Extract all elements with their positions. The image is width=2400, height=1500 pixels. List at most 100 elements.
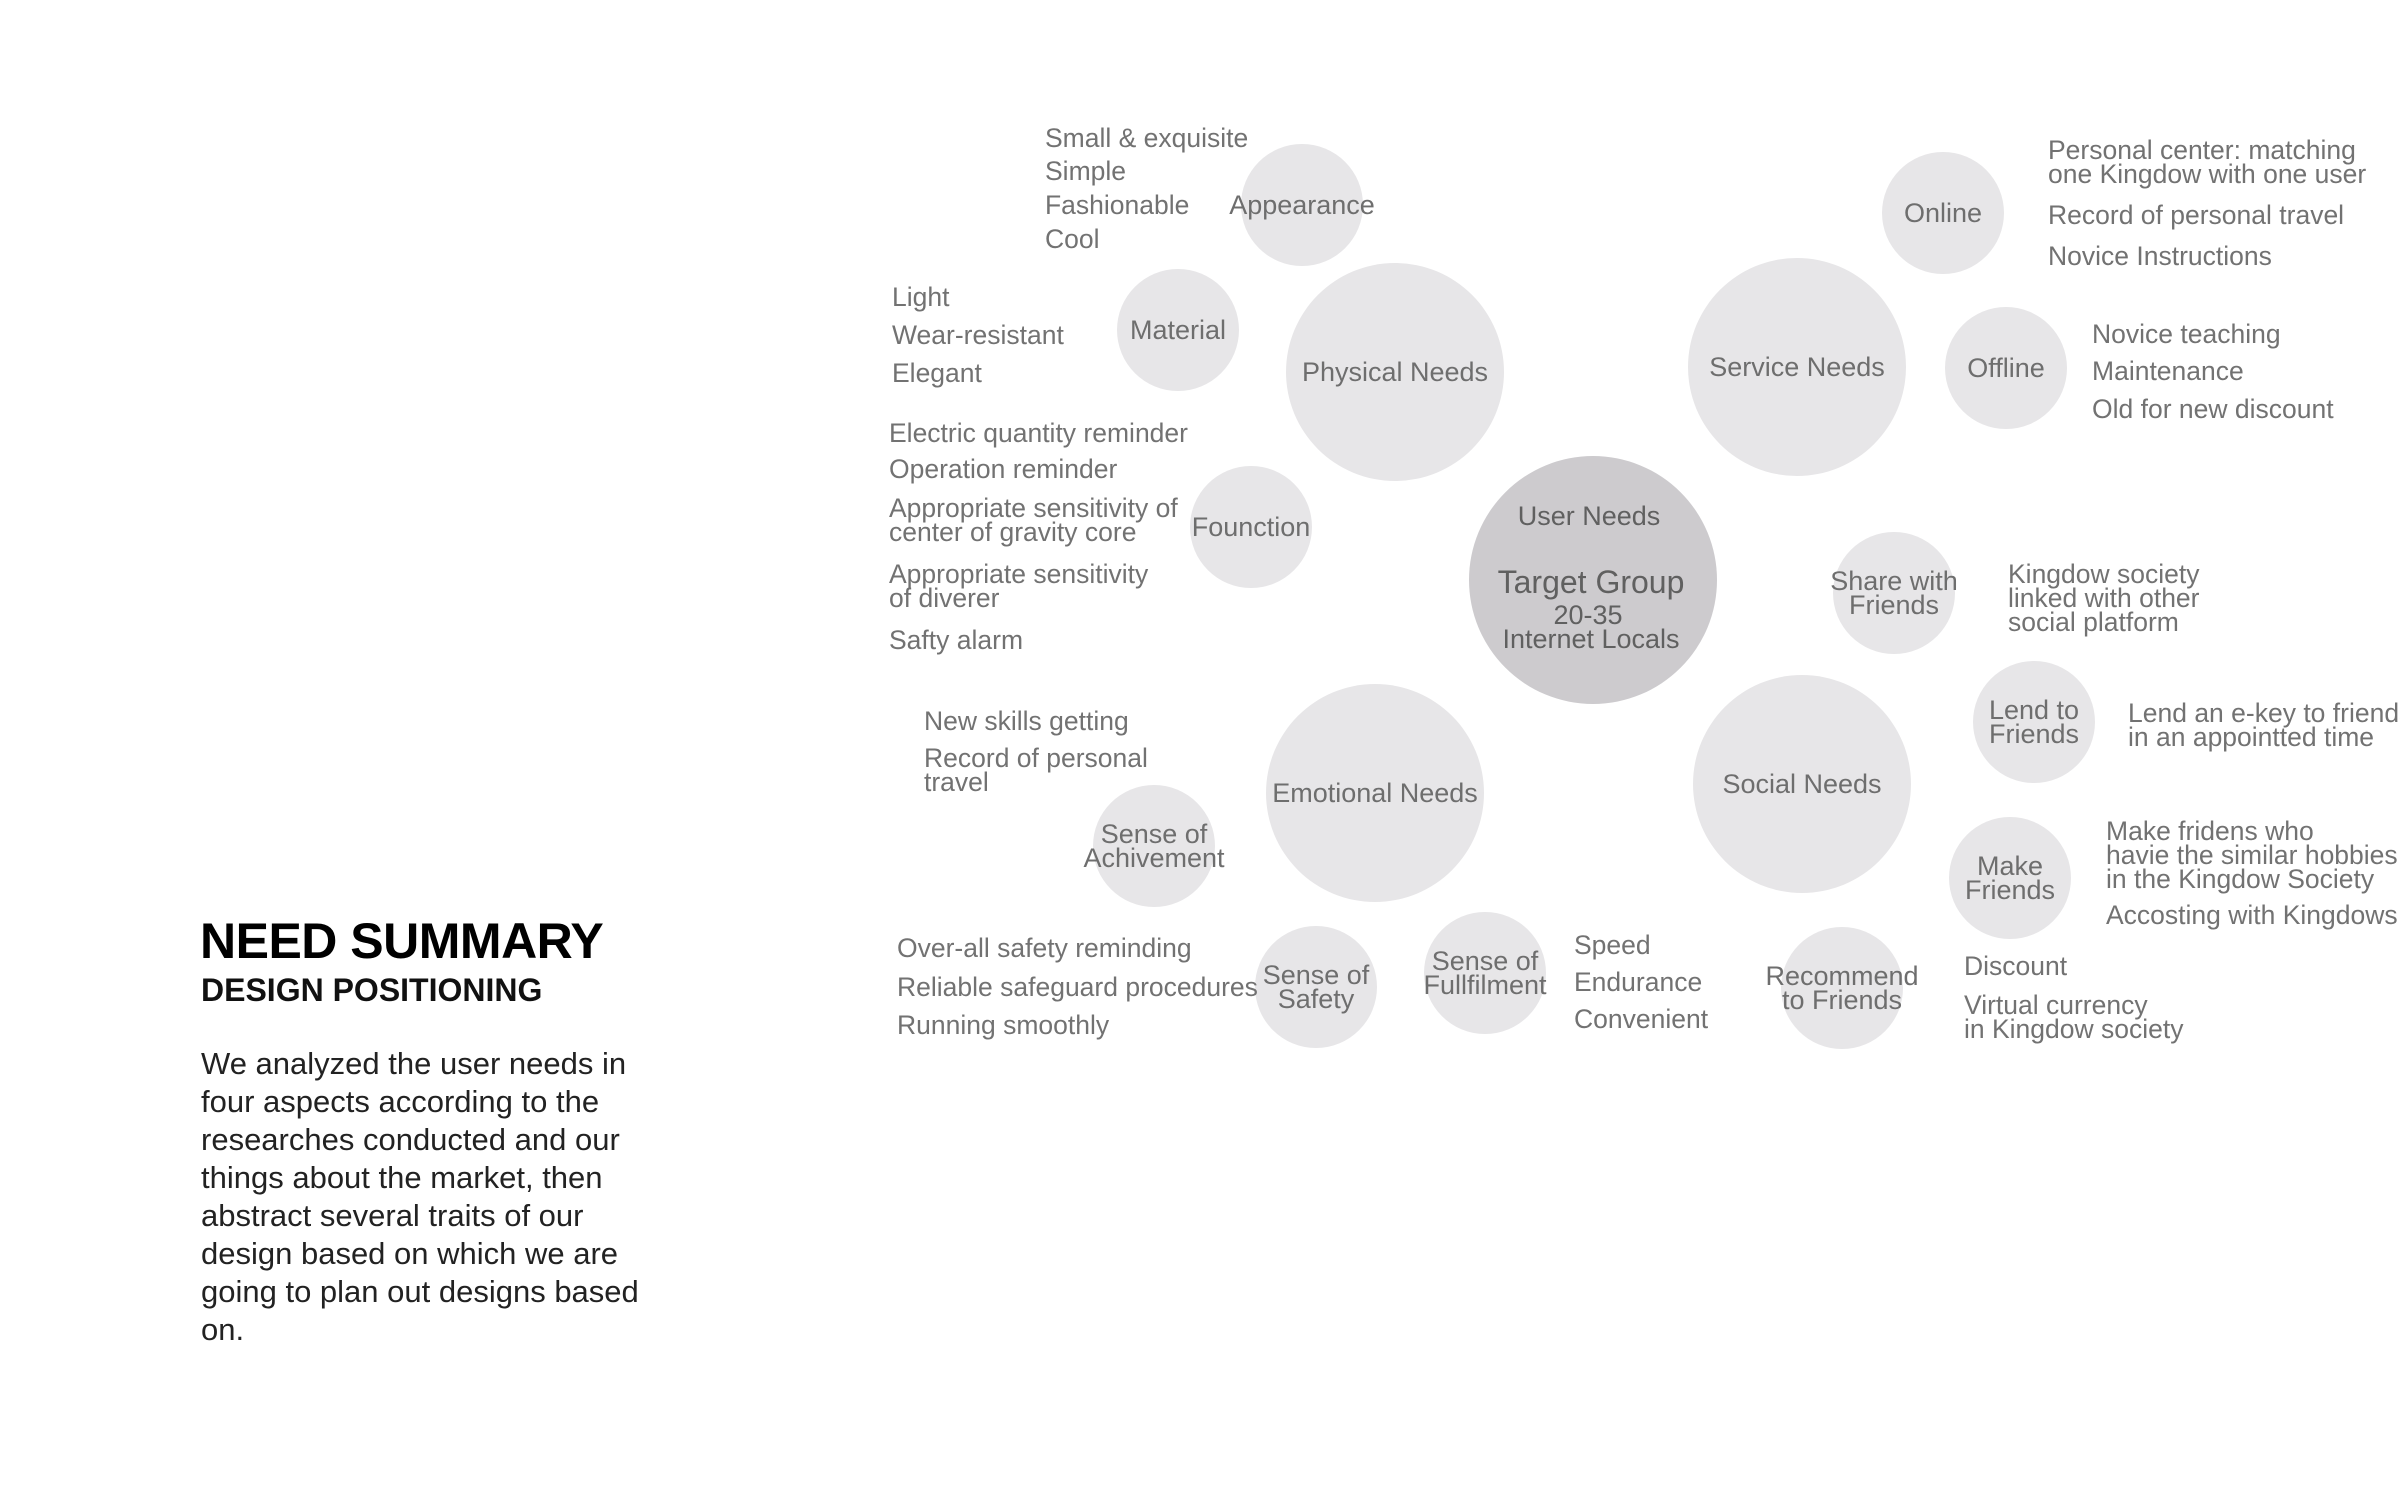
bubble-emotional-needs: Emotional Needs (1266, 684, 1484, 902)
center-bubble-group: User Needs Target Group 20-35 Internet L… (1469, 456, 1717, 704)
note-item: travel (924, 767, 989, 797)
note-item: Running smoothly (897, 1010, 1110, 1040)
note-item: Over-all safety reminding (897, 933, 1192, 963)
recommend-to-friends-label-1: Recommend (1765, 961, 1918, 991)
share-with-friends-label-2: Friends (1849, 590, 1939, 620)
sense-of-fulfilment-circle (1424, 912, 1546, 1034)
physical-needs-circle (1286, 263, 1504, 481)
offline-circle (1945, 307, 2067, 429)
sense-of-fulfilment-label-2: Fullfilment (1423, 970, 1547, 1000)
service-needs-circle (1688, 258, 1906, 476)
sense-of-achivement-circle (1093, 785, 1215, 907)
note-item: Fashionable (1045, 190, 1189, 220)
note-item: Appropriate sensitivity (889, 559, 1149, 589)
offline-label: Offline (1967, 353, 2045, 383)
bubble-material: Material (1117, 269, 1239, 391)
online-label: Online (1904, 198, 1982, 228)
note-item: in the Kingdow Society (2106, 864, 2375, 894)
note-item: one Kingdow with one user (2048, 159, 2366, 189)
sense-of-safety-label-1: Sense of (1263, 960, 1370, 990)
bubble-online: Online (1882, 152, 2004, 274)
notes-material-traits: Light Wear-resistant Elegant (892, 282, 1064, 388)
note-item: in an appointted time (2128, 722, 2374, 752)
note-item: Virtual currency (1964, 990, 2148, 1020)
note-item: Discount (1964, 951, 2068, 981)
founction-circle (1190, 466, 1312, 588)
note-item: Electric quantity reminder (889, 418, 1188, 448)
make-friends-label-2: Friends (1965, 875, 2055, 905)
note-item: Make fridens who (2106, 816, 2314, 846)
notes-function-traits: Electric quantity reminder Operation remi… (889, 418, 1188, 655)
notes-fulfilment-traits: Speed Endurance Convenient (1574, 930, 1709, 1034)
note-item: Record of personal travel (2048, 200, 2344, 230)
notes-achivement-traits: New skills getting Record of personaltrav… (924, 706, 1148, 797)
note-item: Accosting with Kingdows (2106, 900, 2398, 930)
center-line-1: 20-35 (1553, 600, 1622, 630)
note-item: Cool (1045, 224, 1100, 254)
note-item: Appropriate sensitivity of (889, 493, 1178, 523)
make-friends-circle (1949, 817, 2071, 939)
notes-offline-traits: Novice teaching Maintenance Old for new di… (2092, 319, 2334, 424)
founction-label: Founction (1192, 512, 1311, 542)
make-friends-label-1: Make (1977, 851, 2043, 881)
note-item: center of gravity core (889, 517, 1136, 547)
note-item: havie the similar hobbies (2106, 840, 2398, 870)
sense-of-achivement-label-2: Achivement (1083, 843, 1225, 873)
note-item: Light (892, 282, 950, 312)
appearance-label: Appearance (1229, 190, 1375, 220)
sense-of-achivement-label-1: Sense of (1101, 819, 1208, 849)
note-item: Reliable safeguard procedures (897, 972, 1258, 1002)
note-item: Maintenance (2092, 356, 2244, 386)
emotional-needs-circle (1266, 684, 1484, 902)
social-needs-circle (1693, 675, 1911, 893)
recommend-to-friends-circle (1781, 927, 1903, 1049)
share-with-friends-label-1: Share with (1830, 566, 1958, 596)
note-item: Wear-resistant (892, 320, 1064, 350)
page-subtitle: DESIGN POSITIONING (201, 972, 543, 1008)
note-item: Speed (1574, 930, 1651, 960)
note-item: Lend an e-key to friends (2128, 698, 2400, 728)
material-circle (1117, 269, 1239, 391)
center-label: User Needs (1518, 501, 1661, 531)
bubble-social-needs: Social Needs (1693, 675, 1911, 893)
note-item: linked with other (2008, 583, 2200, 613)
bubble-physical-needs: Physical Needs (1286, 263, 1504, 481)
note-item: Novice Instructions (2048, 241, 2272, 271)
share-with-friends-circle (1833, 532, 1955, 654)
note-item: Elegant (892, 358, 983, 388)
service-needs-label: Service Needs (1709, 352, 1885, 382)
emotional-needs-label: Emotional Needs (1272, 778, 1478, 808)
summary-description: We analyzed the user needs in four aspec… (201, 1046, 639, 1347)
note-item: Convenient (1574, 1004, 1709, 1034)
bubbles-layer: Physical Needs Service Needs Emotional Nee… (1083, 144, 2095, 1049)
recommend-to-friends-label-2: to Friends (1782, 985, 1902, 1015)
center-bubble (1469, 456, 1717, 704)
social-needs-label: Social Needs (1722, 769, 1881, 799)
note-item: New skills getting (924, 706, 1129, 736)
note-item: Old for new discount (2092, 394, 2334, 424)
bubble-founction: Founction (1190, 466, 1312, 588)
note-item: of diverer (889, 583, 1000, 613)
bubble-service-needs: Service Needs (1688, 258, 1906, 476)
note-item: Novice teaching (2092, 319, 2281, 349)
physical-needs-label: Physical Needs (1302, 357, 1488, 387)
note-item: social platform (2008, 607, 2179, 637)
note-item: Personal center: matching (2048, 135, 2356, 165)
center-title: Target Group (1498, 564, 1685, 600)
appearance-circle (1241, 144, 1363, 266)
note-item: Endurance (1574, 967, 1702, 997)
sense-of-safety-circle (1255, 926, 1377, 1048)
sense-of-safety-label-2: Safety (1278, 984, 1355, 1014)
lend-to-friends-label-2: Friends (1989, 719, 2079, 749)
online-circle (1882, 152, 2004, 274)
